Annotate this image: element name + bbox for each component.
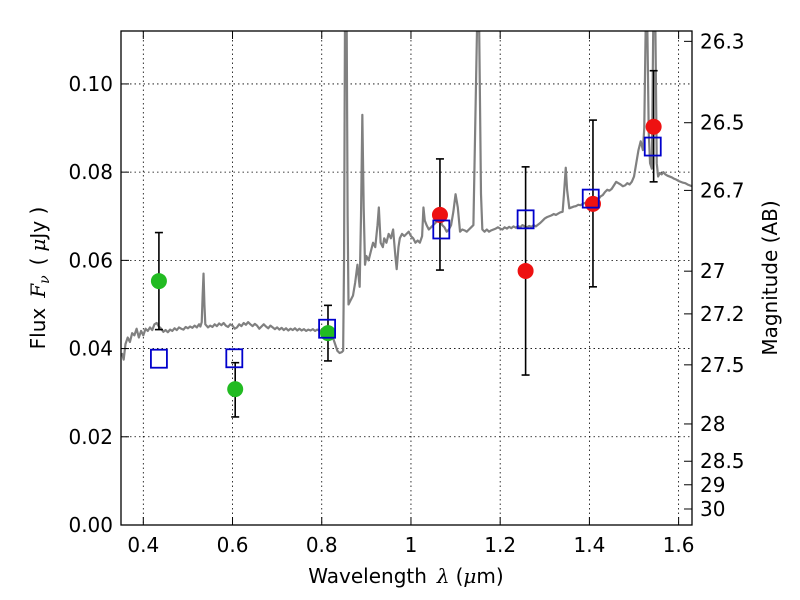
green-data-point bbox=[319, 325, 336, 342]
mag-tick-label: 26.7 bbox=[700, 178, 745, 202]
mag-tick-label: 27.2 bbox=[700, 302, 745, 326]
photometry-markers bbox=[150, 69, 662, 418]
model-square bbox=[150, 348, 168, 369]
model-square bbox=[225, 348, 244, 369]
x-tick-label: 1.6 bbox=[663, 533, 695, 557]
y-tick-label: 0.02 bbox=[68, 425, 113, 449]
x-tick-label: 1.4 bbox=[573, 533, 605, 557]
red-data-point bbox=[517, 262, 534, 279]
x-tick-label: 0.6 bbox=[217, 533, 249, 557]
green-data-point bbox=[150, 273, 167, 290]
y-tick-label: 0.04 bbox=[68, 337, 113, 361]
y-axis-label: FluxFν(μJy ) bbox=[26, 207, 53, 350]
model-square bbox=[432, 219, 451, 240]
mag-tick-label: 26.3 bbox=[700, 29, 745, 53]
red-data-point bbox=[645, 118, 662, 135]
red-data-point bbox=[431, 206, 448, 223]
mag-tick-label: 27.5 bbox=[700, 353, 745, 377]
mag-tick-label: 26.5 bbox=[700, 111, 745, 135]
model-square bbox=[318, 318, 336, 339]
y-tick-label: 0.00 bbox=[68, 513, 113, 537]
x-tick-label: 1 bbox=[405, 533, 418, 557]
axis-ticks: 0.4 0.6 0.8 1 1.2 1.4 1.6 0.00 0.02 0.04 0.06 0.08 0… bbox=[68, 29, 744, 557]
y-tick-label: 0.08 bbox=[68, 160, 113, 184]
x-tick-label: 0.8 bbox=[306, 533, 338, 557]
green-data-point bbox=[227, 381, 244, 398]
x-tick-label: 1.2 bbox=[484, 533, 516, 557]
mag-tick-label: 29 bbox=[700, 473, 725, 497]
model-square bbox=[581, 188, 600, 209]
spectrum-line bbox=[121, 31, 692, 361]
grid bbox=[121, 31, 692, 526]
x-tick-label: 0.4 bbox=[127, 533, 159, 557]
mag-tick-label: 28 bbox=[700, 412, 725, 436]
mag-tick-label: 28.5 bbox=[700, 449, 745, 473]
y-tick-label: 0.06 bbox=[68, 248, 113, 272]
mag-tick-label: 27 bbox=[700, 259, 725, 283]
right-axis-label: Magnitude (AB) bbox=[758, 200, 782, 355]
plot-frame bbox=[120, 30, 693, 526]
y-tick-label: 0.10 bbox=[68, 72, 113, 96]
model-square bbox=[516, 209, 535, 230]
x-axis-label: Wavelength λ (μm) bbox=[308, 564, 503, 588]
model-square bbox=[643, 136, 662, 157]
mag-tick-label: 30 bbox=[700, 497, 725, 521]
